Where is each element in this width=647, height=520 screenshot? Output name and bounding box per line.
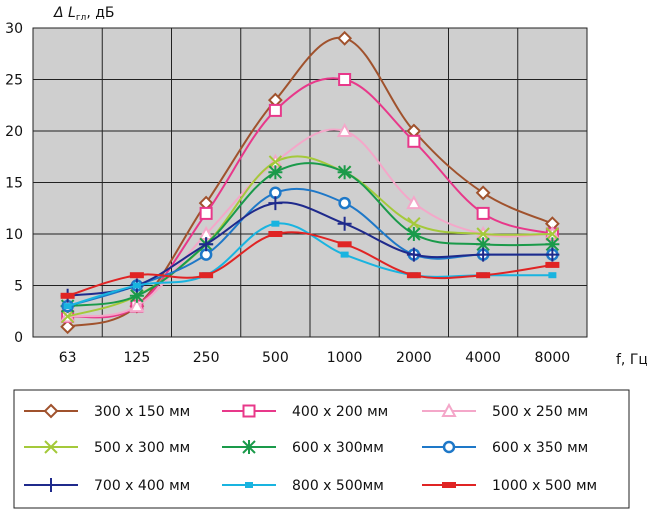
x-tick-label: 63 <box>59 350 77 366</box>
y-axis-label: Δ Lгл, дБ <box>53 5 115 23</box>
legend-label: 500 х 250 мм <box>492 404 588 420</box>
data-point <box>60 309 75 324</box>
data-point <box>442 482 456 488</box>
series-9 <box>60 231 560 299</box>
data-point <box>129 288 144 303</box>
data-point <box>60 292 75 299</box>
data-point <box>407 216 421 231</box>
legend-label: 1000 х 500 мм <box>492 478 597 494</box>
data-point <box>44 440 58 454</box>
x-tick-label: 8000 <box>535 350 571 366</box>
series-line <box>67 231 553 297</box>
legend-label: 600 х 350 мм <box>492 440 588 456</box>
legend-label: 400 х 200 мм <box>292 404 388 420</box>
legend-item: 1000 х 500 мм <box>422 478 597 494</box>
x-tick-label: 500 <box>262 350 289 366</box>
data-point <box>545 227 560 241</box>
data-point <box>548 272 557 279</box>
y-tick-label: 25 <box>5 73 23 89</box>
data-point <box>268 196 283 211</box>
data-point <box>43 403 59 419</box>
data-point <box>441 402 457 417</box>
legend-item: 600 х 350 мм <box>422 440 588 456</box>
data-point <box>129 298 145 313</box>
data-point <box>442 440 456 454</box>
data-point <box>199 272 214 279</box>
y-tick-label: 5 <box>14 279 23 295</box>
data-point <box>337 165 352 180</box>
x-tick-label: 4000 <box>465 350 501 366</box>
plot-area <box>32 27 588 338</box>
legend-label: 700 х 400 мм <box>94 478 190 494</box>
data-point <box>63 303 72 310</box>
data-point <box>545 247 560 262</box>
legend-item: 500 х 300 мм <box>24 440 190 456</box>
data-point <box>337 30 353 46</box>
legend-item: 800 х 500мм <box>222 478 384 494</box>
legend-label: 800 х 500мм <box>292 478 384 494</box>
y-tick-label: 15 <box>5 176 23 192</box>
data-point <box>199 237 214 252</box>
data-point <box>129 272 144 279</box>
series-line <box>67 162 553 308</box>
data-point <box>245 482 253 488</box>
data-point <box>271 220 280 227</box>
data-point <box>338 73 352 86</box>
series-line <box>67 128 553 318</box>
data-point <box>60 319 76 335</box>
x-axis-label: f, Гц <box>616 352 647 368</box>
y-tick-label: 30 <box>5 21 23 37</box>
data-point <box>476 247 491 262</box>
data-point <box>407 134 421 148</box>
y-tick-label: 10 <box>5 227 23 243</box>
legend-item: 700 х 400 мм <box>24 478 190 494</box>
y-tick-label: 0 <box>14 330 23 346</box>
legend-item: 600 х 300мм <box>222 440 384 456</box>
series-line <box>67 77 553 319</box>
data-point <box>199 206 213 220</box>
data-point <box>476 237 491 252</box>
x-tick-label: 1000 <box>327 350 363 366</box>
data-point <box>476 206 490 220</box>
data-point <box>406 272 421 279</box>
legend-label: 300 х 150 мм <box>94 404 190 420</box>
data-point <box>406 227 421 241</box>
y-tick-label: 20 <box>5 124 23 140</box>
data-point <box>476 227 490 241</box>
data-point <box>475 185 491 201</box>
data-point <box>268 155 283 169</box>
legend-item: 500 х 250 мм <box>422 402 588 420</box>
series-7 <box>60 196 560 303</box>
data-point <box>268 231 283 237</box>
axes: 0 5 10 15 20 25 30 63 125 250 500 1000 2000 4000 8000 Δ… <box>5 5 647 368</box>
legend-item: 400 х 200 мм <box>222 404 388 420</box>
x-tick-label: 125 <box>124 350 151 366</box>
data-point <box>406 195 422 210</box>
data-point <box>337 216 352 231</box>
data-point <box>476 272 491 279</box>
data-point <box>545 261 560 268</box>
legend-item: 300 х 150 мм <box>24 403 190 420</box>
data-point <box>242 404 256 418</box>
data-point <box>268 103 282 117</box>
x-tick-label: 250 <box>193 350 220 366</box>
data-point <box>340 251 349 258</box>
data-point <box>268 165 283 180</box>
data-point <box>44 478 58 492</box>
x-tick-label: 2000 <box>396 350 432 366</box>
data-point <box>338 196 351 210</box>
data-point <box>406 247 421 262</box>
data-point <box>242 440 256 454</box>
data-point <box>132 282 141 289</box>
legend-label: 600 х 300мм <box>292 440 384 456</box>
legend-box <box>13 389 630 509</box>
series-line <box>67 201 553 297</box>
legend: 300 х 150 мм 400 х 200 мм 500 х 250 мм 500 … <box>13 389 630 509</box>
data-point <box>336 122 353 137</box>
data-point <box>337 241 352 248</box>
legend-label: 500 х 300 мм <box>94 440 190 456</box>
data-point <box>545 237 560 252</box>
